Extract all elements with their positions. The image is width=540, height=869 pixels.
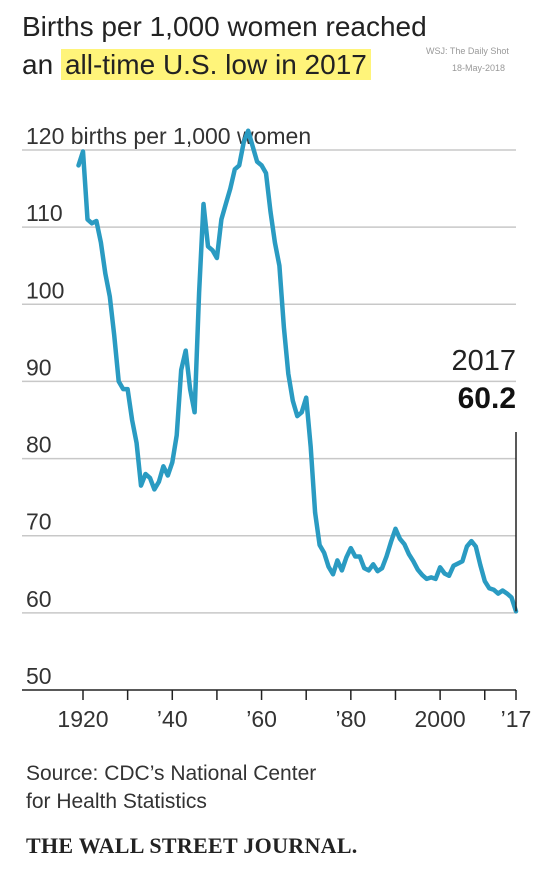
- annotation-year: 2017: [451, 345, 516, 377]
- annotation-value: 60.2: [458, 382, 516, 415]
- x-axis: 1920 ’40 ’60 ’80 2000 ’17: [22, 689, 532, 732]
- line-chart: 50 60 70 80 90 100 110 120 births per 1,000 wom…: [22, 123, 532, 732]
- chart-title: Births per 1,000 women reached an all-ti…: [22, 8, 522, 84]
- annotation: 2017 60.2: [451, 345, 517, 612]
- source-note: Source: CDC’s National Center for Health…: [26, 760, 316, 816]
- x-tick-label: ’17: [501, 706, 532, 732]
- gridlines: [22, 149, 516, 614]
- source-line-1: Source: CDC’s National Center: [26, 762, 317, 785]
- y-tick-label: 120 births per 1,000 women: [26, 123, 311, 149]
- y-tick-label: 60: [26, 586, 52, 612]
- x-tick-label: ’80: [335, 706, 366, 732]
- x-tick-label: 2000: [415, 706, 466, 732]
- wsj-logo: THE WALL STREET JOURNAL.: [26, 833, 358, 858]
- x-tick-label: ’40: [157, 706, 188, 732]
- source-line-2: for Health Statistics: [26, 790, 207, 813]
- y-tick-label: 100: [26, 277, 64, 303]
- y-tick-label: 70: [26, 509, 52, 535]
- title-highlight: all-time U.S. low in 2017: [60, 49, 371, 80]
- title-prefix: an: [22, 49, 54, 80]
- title-line-1: Births per 1,000 women reached: [22, 11, 427, 42]
- y-tick-label: 110: [26, 200, 63, 226]
- y-tick-label: 50: [26, 663, 52, 689]
- x-tick-label: ’60: [246, 706, 277, 732]
- credit-date: 18-May-2018: [452, 63, 506, 73]
- series-group: [76, 128, 519, 614]
- y-tick-label: 80: [26, 432, 52, 458]
- credit-source: WSJ: The Daily Shot: [426, 46, 509, 56]
- y-tick-label: 90: [26, 354, 52, 380]
- series-line: [76, 128, 519, 614]
- y-axis-labels: 50 60 70 80 90 100 110 120 births per 1,000 wom…: [26, 123, 311, 689]
- x-tick-label: 1920: [57, 706, 108, 732]
